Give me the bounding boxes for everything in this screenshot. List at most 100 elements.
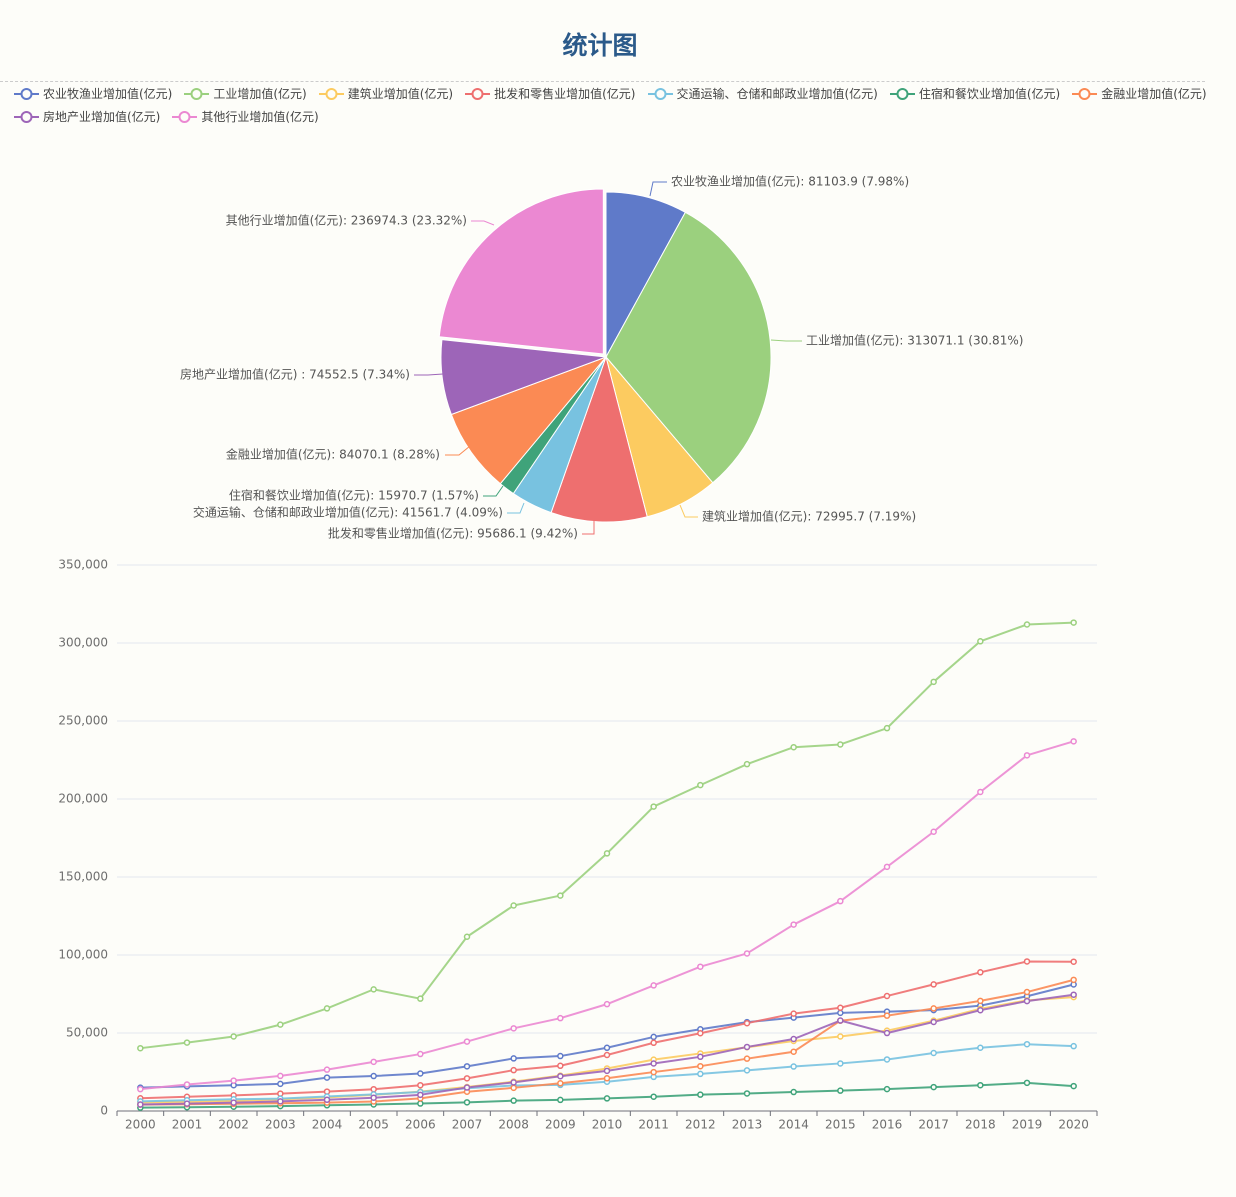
- data-point[interactable]: [603, 1067, 611, 1075]
- data-point[interactable]: [1070, 958, 1077, 965]
- data-point[interactable]: [790, 1048, 797, 1055]
- data-point[interactable]: [510, 1025, 517, 1032]
- data-point[interactable]: [697, 1030, 704, 1037]
- data-point[interactable]: [697, 1070, 704, 1078]
- data-point[interactable]: [370, 1072, 377, 1080]
- data-point[interactable]: [837, 1033, 844, 1040]
- data-point[interactable]: [323, 1005, 331, 1012]
- data-point[interactable]: [557, 1062, 564, 1070]
- data-point[interactable]: [697, 1053, 704, 1061]
- data-point[interactable]: [650, 803, 657, 810]
- data-point[interactable]: [883, 1085, 891, 1093]
- data-point[interactable]: [743, 1019, 751, 1027]
- data-point[interactable]: [230, 1077, 237, 1084]
- data-point[interactable]: [370, 1058, 377, 1066]
- data-point[interactable]: [137, 1101, 144, 1108]
- data-point[interactable]: [277, 1090, 284, 1097]
- data-point[interactable]: [1070, 1082, 1077, 1090]
- data-point[interactable]: [743, 1090, 751, 1097]
- data-point[interactable]: [790, 743, 797, 751]
- data-point[interactable]: [1070, 976, 1077, 984]
- data-point[interactable]: [743, 950, 751, 957]
- data-point[interactable]: [230, 1033, 237, 1040]
- data-point[interactable]: [1023, 997, 1031, 1005]
- data-point[interactable]: [837, 1017, 844, 1024]
- data-point[interactable]: [557, 1014, 564, 1022]
- data-point[interactable]: [510, 1066, 517, 1074]
- data-point[interactable]: [977, 788, 984, 796]
- pie-slice[interactable]: [438, 188, 604, 355]
- data-point[interactable]: [183, 1100, 191, 1107]
- data-point[interactable]: [650, 982, 657, 989]
- data-point[interactable]: [1023, 988, 1031, 996]
- data-point[interactable]: [930, 1049, 937, 1057]
- data-point[interactable]: [977, 997, 984, 1005]
- data-point[interactable]: [323, 1074, 331, 1081]
- data-point[interactable]: [930, 828, 937, 836]
- data-point[interactable]: [697, 781, 704, 789]
- data-point[interactable]: [323, 1066, 331, 1073]
- data-point[interactable]: [463, 1075, 471, 1082]
- data-point[interactable]: [790, 1010, 797, 1017]
- data-point[interactable]: [743, 1055, 751, 1062]
- data-point[interactable]: [1070, 738, 1077, 745]
- data-point[interactable]: [1070, 1042, 1077, 1050]
- data-point[interactable]: [790, 1063, 797, 1070]
- data-point[interactable]: [930, 1005, 937, 1012]
- data-point[interactable]: [603, 850, 611, 857]
- data-point[interactable]: [930, 1083, 937, 1091]
- data-point[interactable]: [510, 1055, 517, 1062]
- data-point[interactable]: [650, 1068, 657, 1076]
- data-point[interactable]: [183, 1039, 191, 1046]
- data-point[interactable]: [1023, 621, 1031, 628]
- data-point[interactable]: [277, 1098, 284, 1105]
- data-point[interactable]: [930, 678, 937, 686]
- data-point[interactable]: [837, 1004, 844, 1011]
- legend-item[interactable]: 金融业增加值(亿元): [1072, 84, 1207, 103]
- data-point[interactable]: [1023, 958, 1031, 965]
- data-point[interactable]: [417, 1081, 424, 1089]
- data-point[interactable]: [557, 892, 564, 899]
- data-point[interactable]: [510, 1084, 517, 1092]
- data-point[interactable]: [1023, 1040, 1031, 1048]
- data-point[interactable]: [510, 902, 517, 909]
- data-point[interactable]: [977, 638, 984, 645]
- data-point[interactable]: [463, 1099, 471, 1106]
- data-point[interactable]: [370, 1094, 377, 1101]
- data-point[interactable]: [370, 1085, 377, 1093]
- pie-slice[interactable]: [440, 339, 607, 416]
- data-point[interactable]: [837, 897, 844, 905]
- data-point[interactable]: [463, 1063, 471, 1070]
- data-point[interactable]: [603, 1095, 611, 1102]
- data-point[interactable]: [697, 963, 704, 970]
- data-point[interactable]: [510, 1097, 517, 1104]
- data-point[interactable]: [837, 1060, 844, 1067]
- data-point[interactable]: [323, 1096, 331, 1104]
- data-point[interactable]: [1023, 1079, 1031, 1087]
- data-point[interactable]: [977, 969, 984, 976]
- data-point[interactable]: [650, 1060, 657, 1067]
- data-point[interactable]: [977, 1081, 984, 1089]
- data-point[interactable]: [650, 1039, 657, 1047]
- data-point[interactable]: [697, 1062, 704, 1070]
- data-point[interactable]: [697, 1091, 704, 1098]
- data-point[interactable]: [1070, 619, 1077, 626]
- data-point[interactable]: [743, 1043, 751, 1051]
- data-point[interactable]: [837, 1087, 844, 1094]
- pie-slice[interactable]: [605, 211, 772, 484]
- legend-item[interactable]: 房地产业增加值(亿元): [14, 107, 160, 126]
- data-point[interactable]: [837, 741, 844, 748]
- legend-item[interactable]: 建筑业增加值(亿元): [318, 84, 453, 103]
- data-point[interactable]: [277, 1072, 284, 1080]
- data-point[interactable]: [417, 1100, 424, 1107]
- data-point[interactable]: [463, 933, 471, 941]
- data-point[interactable]: [277, 1080, 284, 1088]
- data-point[interactable]: [183, 1081, 191, 1088]
- series-line[interactable]: [140, 740, 1074, 1091]
- data-point[interactable]: [417, 1091, 424, 1099]
- data-point[interactable]: [603, 1075, 611, 1082]
- data-point[interactable]: [510, 1079, 517, 1086]
- data-point[interactable]: [837, 1009, 844, 1017]
- data-point[interactable]: [230, 1099, 237, 1106]
- data-point[interactable]: [557, 1096, 564, 1104]
